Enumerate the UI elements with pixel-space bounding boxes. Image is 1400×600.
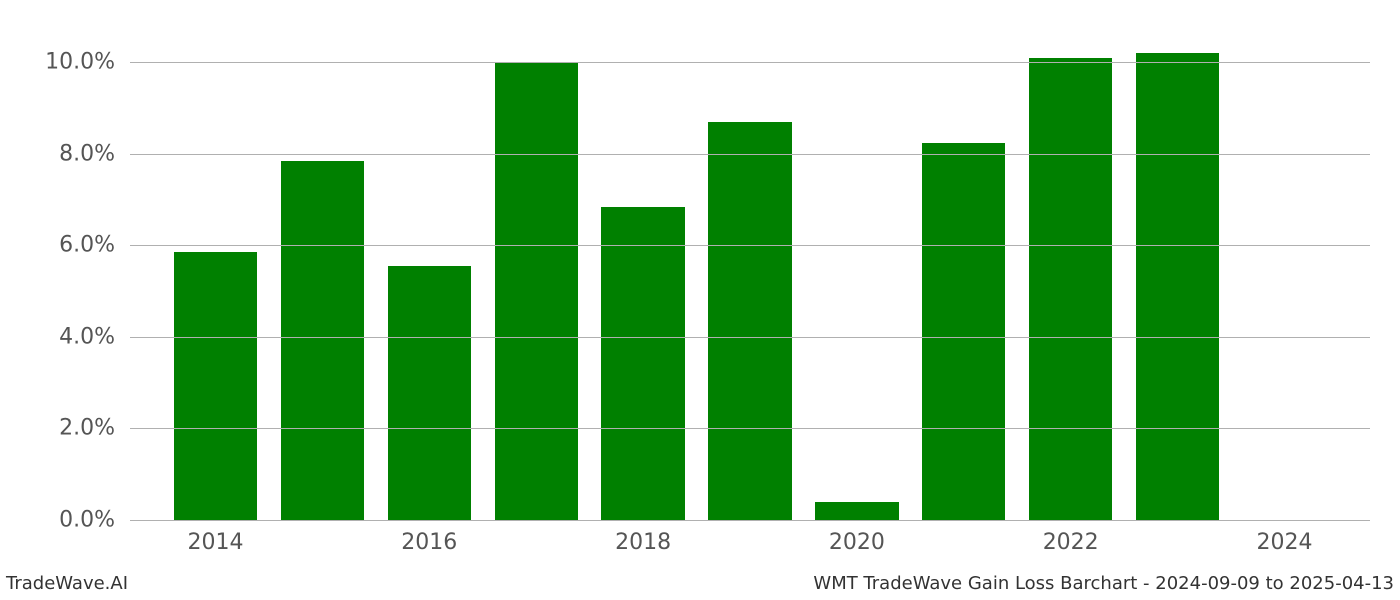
y-tick-label: 0.0% — [0, 508, 115, 533]
bar — [388, 266, 471, 520]
x-tick-label: 2018 — [615, 530, 671, 555]
footer-left-text: TradeWave.AI — [6, 573, 128, 594]
x-tick-label: 2014 — [188, 530, 244, 555]
bar — [601, 207, 684, 520]
gridline — [130, 428, 1370, 429]
footer-right-text: WMT TradeWave Gain Loss Barchart - 2024-… — [813, 573, 1394, 594]
bar — [281, 161, 364, 520]
gridline — [130, 245, 1370, 246]
bar — [708, 122, 791, 520]
bar — [495, 62, 578, 520]
gridline — [130, 62, 1370, 63]
x-tick-label: 2024 — [1256, 530, 1312, 555]
bar — [922, 143, 1005, 520]
gridline — [130, 154, 1370, 155]
bar — [815, 502, 898, 520]
y-tick-label: 2.0% — [0, 416, 115, 441]
plot-area — [130, 30, 1370, 520]
x-tick-label: 2016 — [401, 530, 457, 555]
y-tick-label: 10.0% — [0, 50, 115, 75]
y-tick-label: 4.0% — [0, 324, 115, 349]
y-tick-label: 6.0% — [0, 233, 115, 258]
gridline — [130, 520, 1370, 521]
gridline — [130, 337, 1370, 338]
bar — [1029, 58, 1112, 520]
x-tick-label: 2022 — [1043, 530, 1099, 555]
bar — [1136, 53, 1219, 520]
y-tick-label: 8.0% — [0, 141, 115, 166]
chart-container: 0.0% 2.0% 4.0% 6.0% 8.0% 10.0% 2014 2016 2018 20… — [0, 0, 1400, 600]
bar — [174, 252, 257, 520]
x-tick-label: 2020 — [829, 530, 885, 555]
